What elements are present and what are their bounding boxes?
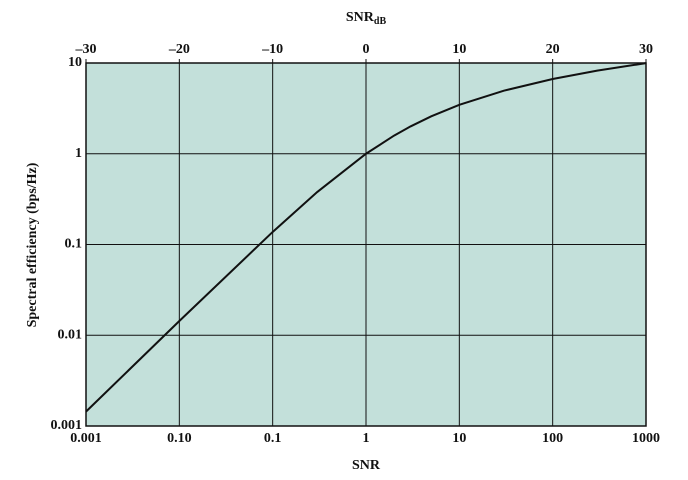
y-axis-label: Spectral efficiency (bps/Hz) [25,162,40,327]
top-tick-label: 20 [546,42,560,57]
y-tick-label: 1 [75,146,82,161]
x-axis-label: SNR [352,458,381,473]
x-tick-label: 0.10 [167,431,192,446]
top-axis-label-main: SNR [346,10,375,25]
top-axis-label-sub: dB [374,16,387,27]
x-tick-label: 1000 [632,431,660,446]
curve [85,62,647,413]
x-tick-label: 0.001 [70,431,102,446]
top-tick-label: 10 [452,42,466,57]
top-tick-label: 30 [639,42,653,57]
top-tick-label: 0 [363,42,370,57]
x-tick-label: 0.1 [264,431,282,446]
x-tick-label: 1 [363,431,370,446]
top-tick-label: –10 [261,42,283,57]
x-tick-label: 100 [542,431,563,446]
y-tick-label: 10 [68,55,82,70]
y-tick-label: 0.01 [58,327,83,342]
y-tick-label: 0.1 [65,237,83,252]
x-tick-label: 10 [452,431,466,446]
y-tick-label: 0.001 [51,418,83,433]
top-tick-label: –20 [168,42,190,57]
top-tick-label: –30 [75,42,97,57]
top-axis-label: SNRdB [346,10,387,27]
